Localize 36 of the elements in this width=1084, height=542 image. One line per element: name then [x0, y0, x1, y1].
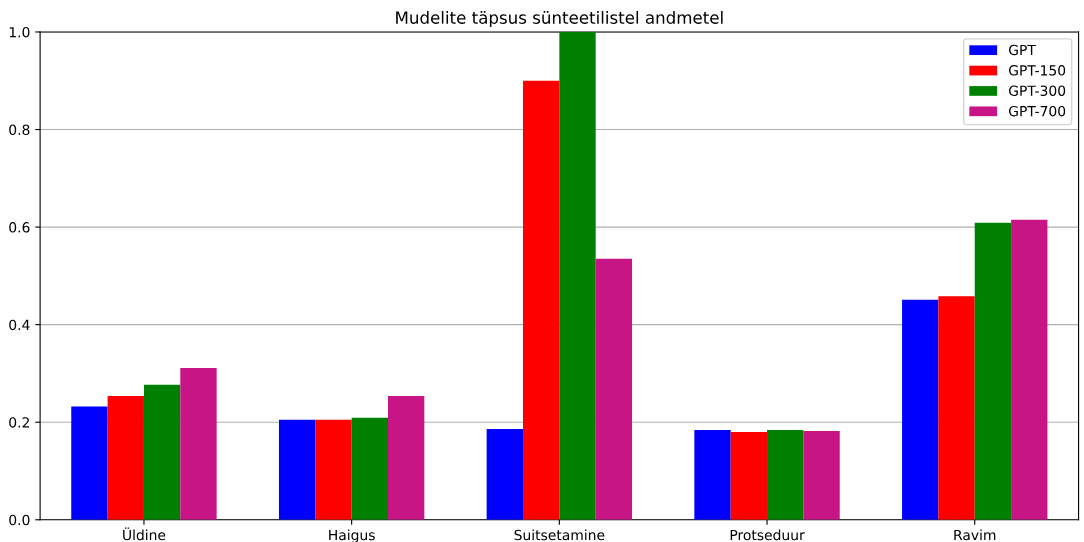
bar — [559, 31, 596, 520]
bar — [315, 419, 352, 520]
bar — [523, 80, 560, 520]
x-tick-label: Protseduur — [730, 529, 805, 541]
bar — [803, 431, 840, 520]
bar — [180, 368, 217, 520]
bar — [730, 431, 768, 520]
y-tick-label: 1.0 — [9, 26, 30, 38]
bar — [938, 296, 975, 520]
bar — [278, 419, 316, 520]
bar — [595, 258, 633, 520]
bar — [902, 299, 939, 520]
bar — [71, 406, 108, 520]
x-tick-label: Suitsetamine — [514, 529, 605, 541]
legend-label: GPT — [1008, 44, 1036, 56]
legend-label: GPT-150 — [1008, 65, 1066, 76]
bar — [694, 430, 731, 520]
y-tick-label: 0.6 — [9, 222, 30, 233]
y-tick-label: 0.2 — [9, 417, 29, 428]
y-tick-label: 0.0 — [9, 514, 30, 526]
bar — [767, 430, 804, 520]
bar — [351, 417, 388, 520]
chart-title: Mudelite täpsus sünteetilistel andmetel — [396, 10, 723, 28]
x-tick-label: Ravim — [954, 529, 996, 541]
y-tick-label: 0.4 — [9, 319, 30, 331]
y-tick-label: 0.8 — [9, 124, 30, 136]
bar — [974, 222, 1012, 520]
x-tick-label: Üldine — [123, 527, 166, 541]
bar — [1011, 219, 1048, 520]
x-tick-label: Haigus — [329, 529, 375, 542]
legend-label: GPT-300 — [1008, 85, 1066, 96]
bar — [107, 395, 144, 520]
bar — [388, 395, 425, 520]
bar — [143, 384, 181, 520]
bar — [486, 429, 523, 520]
legend-label: GPT-700 — [1008, 105, 1066, 117]
